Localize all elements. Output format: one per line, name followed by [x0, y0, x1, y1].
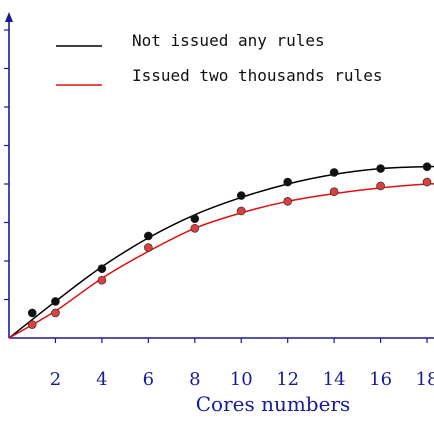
series-1-point-5: [236, 206, 246, 216]
x-tick-label-12: 12: [276, 369, 299, 390]
x-tick-label-16: 16: [369, 369, 392, 390]
y-axis-arrow: [5, 12, 13, 22]
chart-legend: Not issued any rules Issued two thousands…: [56, 31, 382, 86]
x-tick-label-4: 4: [96, 369, 107, 390]
x-tick-label-8: 8: [189, 369, 200, 390]
series-0-point-5: [236, 191, 246, 200]
series-1-point-2: [97, 275, 107, 285]
series-1: [8, 177, 434, 339]
series-1-point-7: [329, 187, 339, 196]
x-tick-label-18: 18: [416, 369, 434, 390]
series-1-point-6: [283, 197, 292, 206]
series-0-point-8: [376, 164, 385, 173]
series-0-point-4: [190, 214, 200, 223]
series-1-point-9: [422, 177, 432, 187]
x-tick-label-6: 6: [143, 369, 154, 390]
series-line-0: [8, 165, 434, 339]
series-0-point-6: [283, 177, 292, 187]
legend-label-0: Not issued any rules: [132, 31, 325, 50]
series-0-point-2: [97, 264, 107, 274]
series-0: [8, 162, 434, 339]
series-1-point-8: [376, 181, 385, 191]
series-0-point-1: [51, 297, 60, 306]
series-1-point-4: [190, 223, 200, 233]
x-tick-label-10: 10: [230, 369, 253, 390]
chart-axes: 2 4 6 8 10 12 14 16 18: [4, 12, 434, 390]
series-0-point-0: [27, 308, 37, 318]
series-0-point-9: [422, 162, 432, 171]
series-1-point-1: [51, 308, 60, 318]
series-1-point-3: [144, 243, 153, 252]
legend-label-1: Issued two thousands rules: [132, 66, 382, 85]
x-axis-label: Cores numbers: [196, 392, 351, 416]
series-0-point-7: [329, 168, 339, 177]
series-0-point-3: [144, 231, 153, 241]
chart-series-layer: [8, 162, 434, 339]
x-tick-label-14: 14: [323, 369, 346, 390]
series-line-1: [8, 182, 434, 339]
x-tick-label-2: 2: [50, 369, 61, 390]
series-1-point-0: [27, 320, 37, 329]
